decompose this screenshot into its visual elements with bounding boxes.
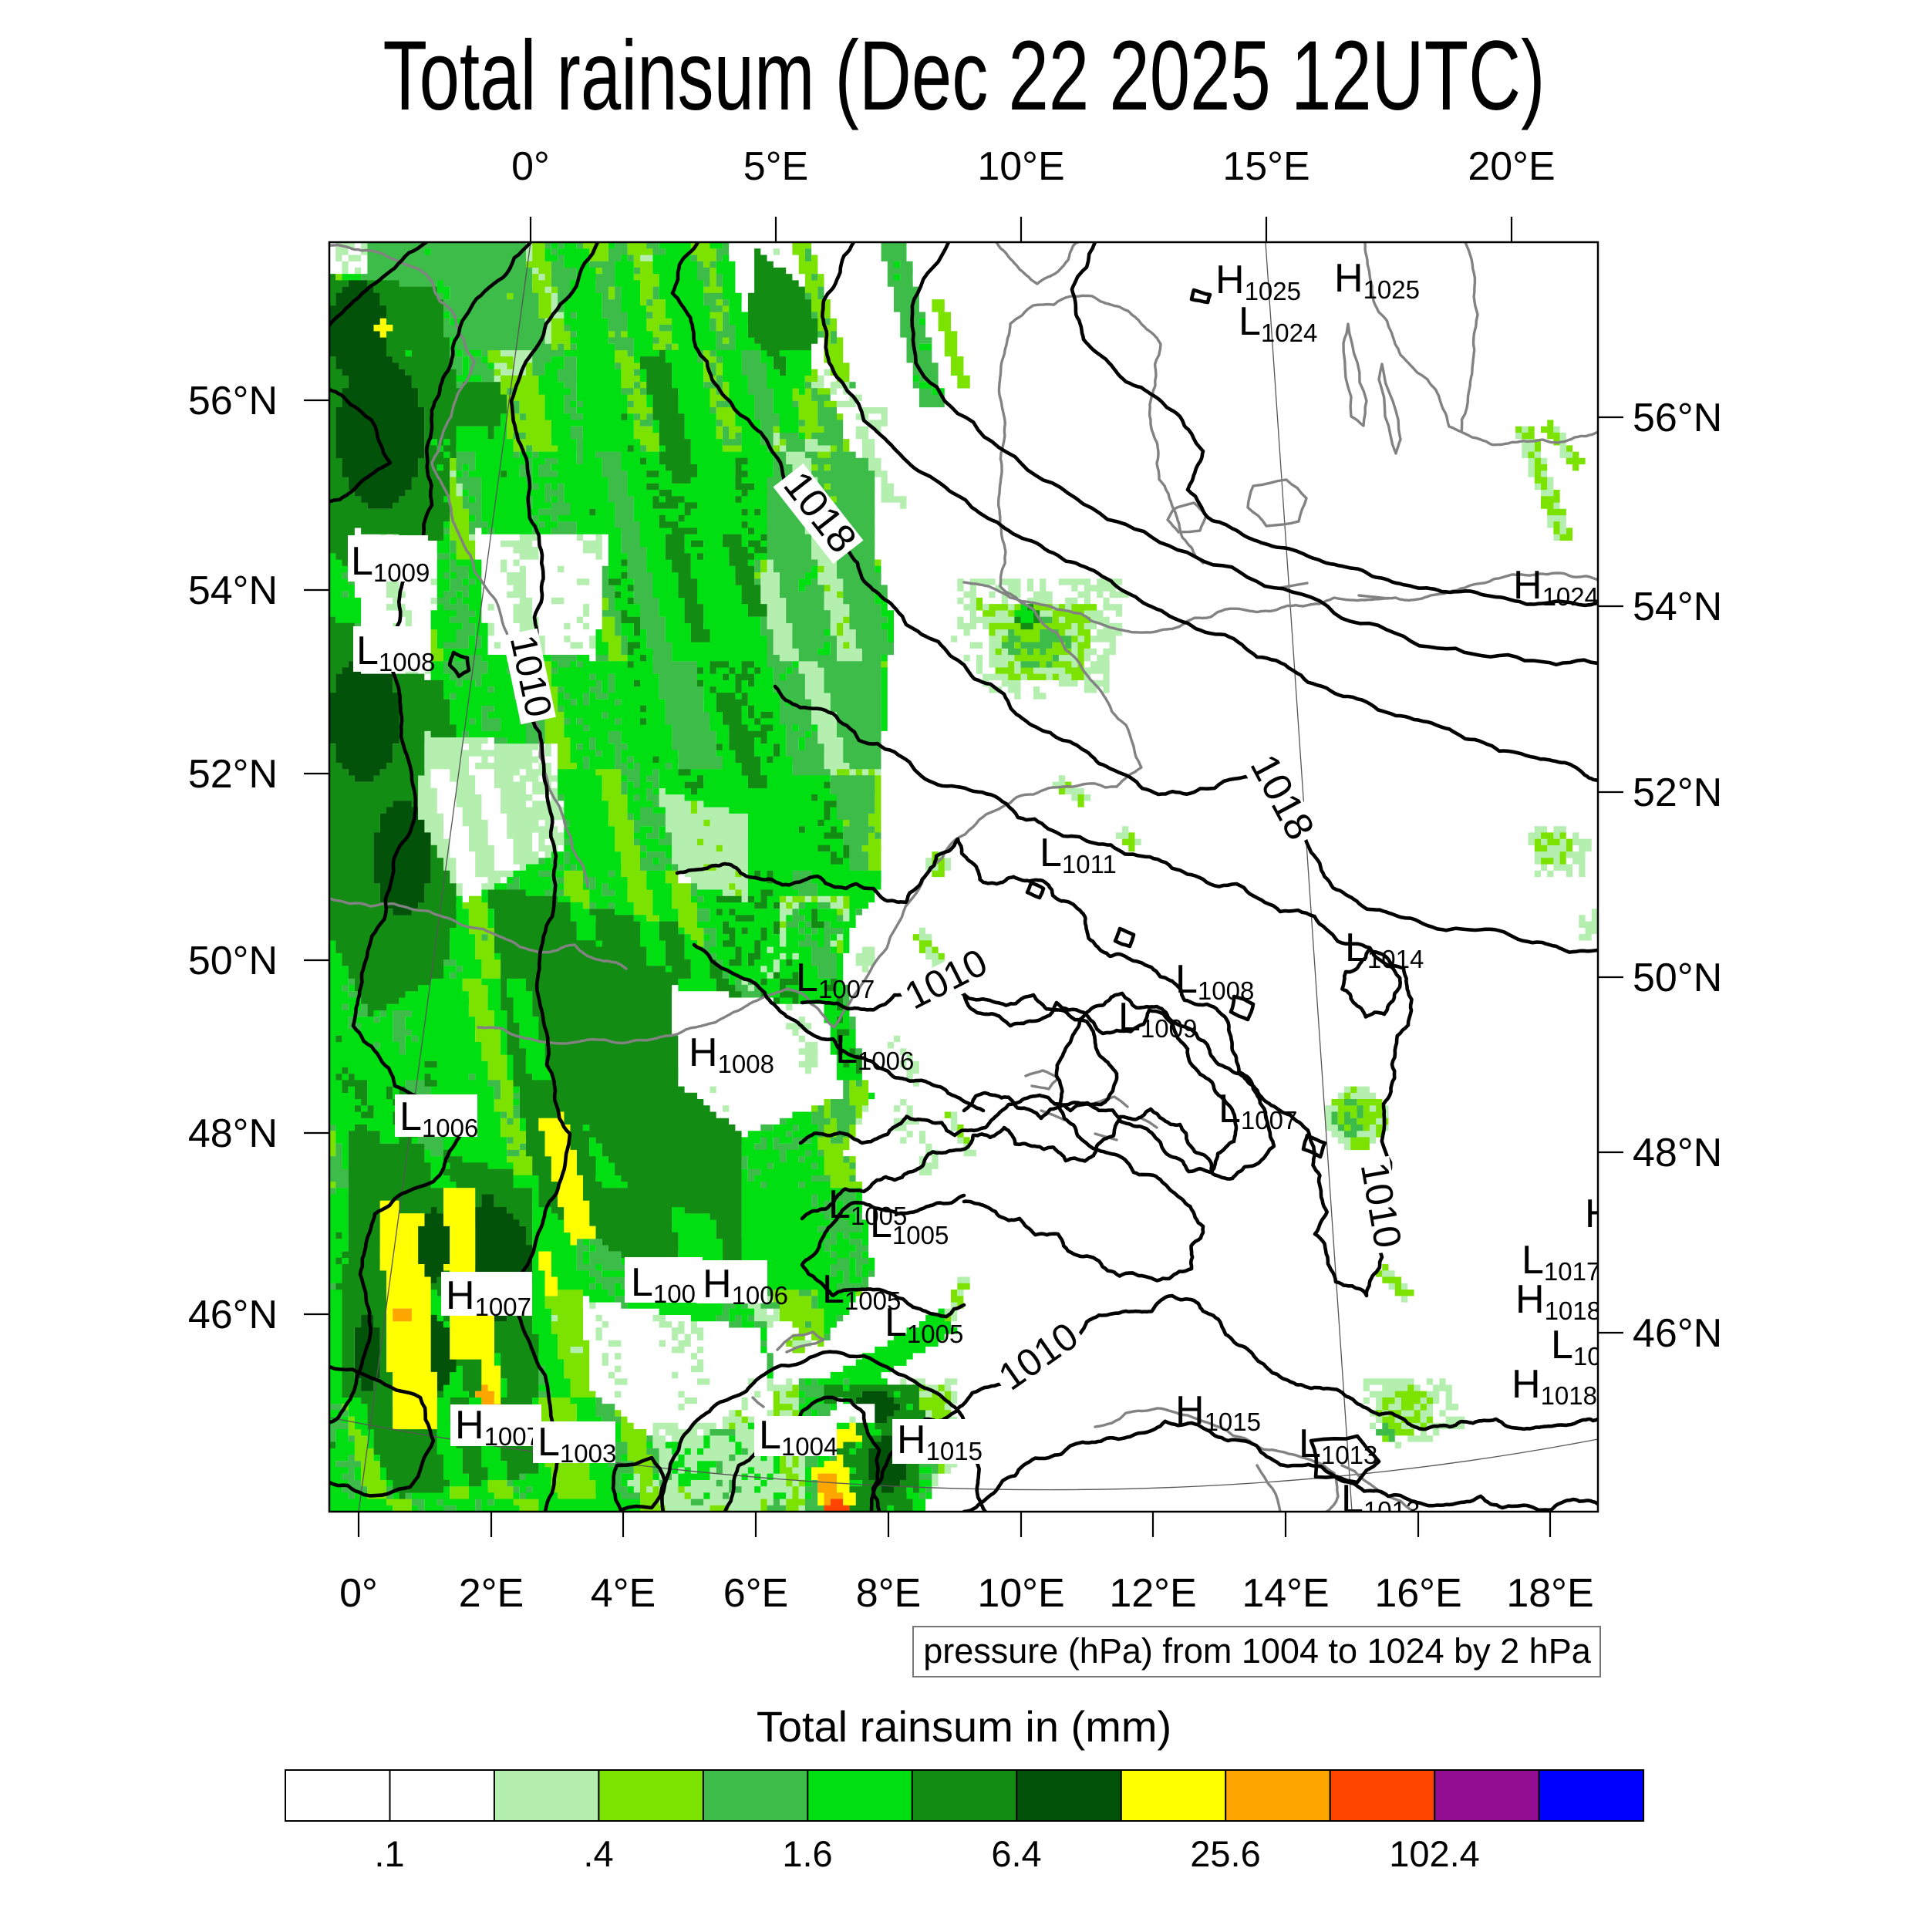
svg-text:pressure (hPa) from 1004 to 10: pressure (hPa) from 1004 to 1024 by 2 hP… (923, 1631, 1591, 1671)
svg-text:56°N: 56°N (1633, 396, 1722, 440)
svg-text:48°N: 48°N (1633, 1131, 1722, 1175)
svg-text:102.4: 102.4 (1389, 1833, 1480, 1874)
svg-text:2°E: 2°E (459, 1571, 524, 1616)
svg-text:54°N: 54°N (188, 568, 278, 613)
svg-text:10°E: 10°E (977, 1571, 1064, 1616)
svg-text:L1007: L1007 (1218, 1087, 1297, 1135)
svg-text:14°E: 14°E (1242, 1571, 1329, 1616)
svg-text:6°E: 6°E (723, 1571, 788, 1616)
svg-text:L1009: L1009 (1118, 995, 1197, 1043)
svg-text:H1018: H1018 (1585, 1192, 1670, 1239)
svg-text:46°N: 46°N (1633, 1311, 1722, 1356)
svg-text:56°N: 56°N (188, 379, 278, 423)
svg-text:10°E: 10°E (977, 144, 1064, 189)
svg-text:H1025: H1025 (1215, 258, 1301, 305)
svg-text:L1018: L1018 (1551, 1323, 1630, 1371)
svg-text:1.6: 1.6 (782, 1833, 832, 1874)
svg-text:52°N: 52°N (188, 752, 278, 797)
svg-text:.1: .1 (374, 1833, 404, 1874)
svg-text:48°N: 48°N (188, 1111, 278, 1156)
svg-text:0°: 0° (511, 144, 550, 189)
svg-text:50°N: 50°N (1633, 956, 1722, 1000)
svg-text:0°: 0° (339, 1571, 378, 1616)
svg-text:20°E: 20°E (1468, 144, 1555, 189)
svg-text:L1005: L1005 (870, 1202, 949, 1249)
svg-text:54°N: 54°N (1633, 585, 1722, 629)
svg-text:Total rainsum (Dec 22 2025 12U: Total rainsum (Dec 22 2025 12UTC) (383, 21, 1545, 131)
svg-text:4°E: 4°E (591, 1571, 656, 1616)
svg-text:12°E: 12°E (1109, 1571, 1196, 1616)
svg-text:8°E: 8°E (856, 1571, 921, 1616)
svg-text:18°E: 18°E (1506, 1571, 1593, 1616)
svg-text:Total rainsum in (mm): Total rainsum in (mm) (757, 1702, 1171, 1751)
svg-text:5°E: 5°E (743, 144, 808, 189)
svg-text:L1005: L1005 (885, 1300, 963, 1348)
svg-text:52°N: 52°N (1633, 770, 1722, 815)
svg-text:L1007: L1007 (796, 956, 875, 1003)
svg-text:16°E: 16°E (1374, 1571, 1461, 1616)
svg-text:15°E: 15°E (1222, 144, 1309, 189)
svg-text:46°N: 46°N (188, 1293, 278, 1337)
svg-text:25.6: 25.6 (1190, 1833, 1260, 1874)
svg-text:.4: .4 (583, 1833, 613, 1874)
svg-text:50°N: 50°N (188, 939, 278, 983)
svg-text:6.4: 6.4 (991, 1833, 1041, 1874)
